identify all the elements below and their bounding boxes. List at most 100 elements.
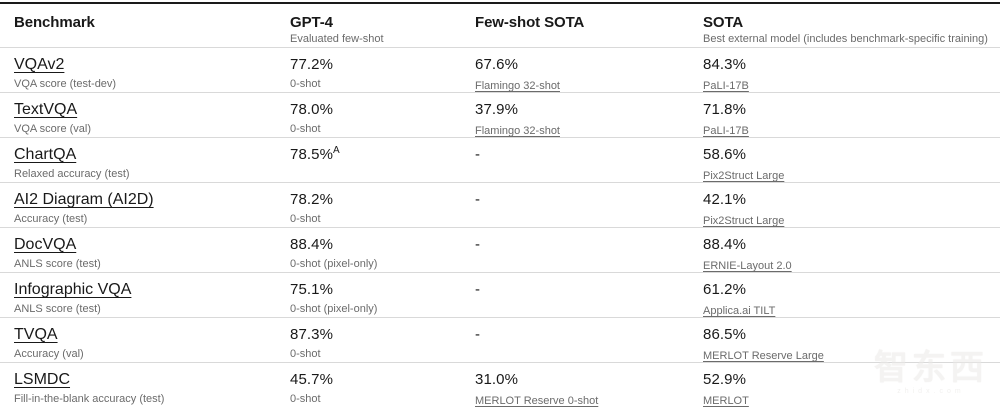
fewshot-sota-model-link[interactable]: Flamingo 32-shot [475, 80, 560, 92]
fewshot-sota-value: 67.6% [475, 56, 519, 73]
sota-cell: 52.9% MERLOT [703, 370, 1000, 407]
gpt4-value: 88.4% [290, 235, 475, 254]
sota-model-link[interactable]: PaLI-17B [703, 125, 749, 137]
gpt4-cell: 78.5%A [290, 145, 475, 166]
benchmark-metric: ANLS score (test) [14, 258, 101, 270]
benchmark-link[interactable]: TVQA [14, 326, 58, 343]
gpt4-note: 0-shot [290, 213, 321, 225]
gpt4-value: 75.1% [290, 280, 475, 299]
gpt4-note: 0-shot [290, 348, 321, 360]
fewshot-sota-cell: - [475, 325, 703, 346]
benchmark-link[interactable]: TextVQA [14, 101, 78, 118]
sota-model-link[interactable]: MERLOT Reserve Large [703, 350, 824, 362]
column-header-gpt4: GPT-4 Evaluated few-shot [290, 13, 475, 47]
sota-cell: 84.3% PaLI-17B [703, 55, 1000, 94]
gpt4-value-text: 88.4% [290, 236, 334, 253]
benchmark-link[interactable]: AI2 Diagram (AI2D) [14, 191, 154, 208]
benchmark-metric: VQA score (test-dev) [14, 78, 117, 90]
benchmark-link[interactable]: VQAv2 [14, 56, 65, 73]
gpt4-cell: 45.7% 0-shot [290, 370, 475, 407]
table-row: Infographic VQA ANLS score (test) 75.1% … [0, 273, 1000, 318]
sota-value: 52.9% [703, 371, 747, 388]
gpt4-value: 78.2% [290, 190, 475, 209]
gpt4-note: 0-shot (pixel-only) [290, 258, 378, 270]
sota-value: 84.3% [703, 56, 747, 73]
sota-model-link[interactable]: MERLOT [703, 395, 749, 407]
fewshot-sota-cell: - [475, 235, 703, 256]
benchmark-cell: Infographic VQA ANLS score (test) [14, 280, 290, 317]
sota-model-link[interactable]: Applica.ai TILT [703, 305, 776, 317]
fewshot-sota-model-link[interactable]: MERLOT Reserve 0-shot [475, 395, 599, 407]
benchmark-metric: Fill-in-the-blank accuracy (test) [14, 393, 165, 405]
fewshot-sota-value: 37.9% [475, 101, 519, 118]
table-row: LSMDC Fill-in-the-blank accuracy (test) … [0, 363, 1000, 407]
benchmark-cell: TextVQA VQA score (val) [14, 100, 290, 137]
gpt4-value-text: 78.0% [290, 101, 334, 118]
table-row: TextVQA VQA score (val) 78.0% 0-shot 37.… [0, 93, 1000, 138]
sota-value: 42.1% [703, 191, 747, 208]
gpt4-cell: 77.2% 0-shot [290, 55, 475, 92]
gpt4-value: 77.2% [290, 55, 475, 74]
gpt4-note: 0-shot (pixel-only) [290, 303, 378, 315]
fewshot-sota-cell: 31.0% MERLOT Reserve 0-shot [475, 370, 703, 407]
column-header-sota: SOTA Best external model (includes bench… [703, 13, 1000, 47]
sota-value: 86.5% [703, 326, 747, 343]
gpt4-value-superscript: A [333, 145, 340, 156]
gpt4-value-text: 87.3% [290, 326, 334, 343]
sota-model-link[interactable]: Pix2Struct Large [703, 170, 785, 182]
benchmark-metric: Accuracy (test) [14, 213, 88, 225]
fewshot-sota-value: - [475, 236, 481, 253]
gpt4-value: 78.0% [290, 100, 475, 119]
fewshot-sota-value: 31.0% [475, 371, 519, 388]
gpt4-cell: 78.0% 0-shot [290, 100, 475, 137]
table-header-row: Benchmark GPT-4 Evaluated few-shot Few-s… [0, 4, 1000, 48]
sota-model-link[interactable]: Pix2Struct Large [703, 215, 785, 227]
benchmark-cell: TVQA Accuracy (val) [14, 325, 290, 362]
gpt4-cell: 78.2% 0-shot [290, 190, 475, 227]
gpt4-note: 0-shot [290, 393, 321, 405]
fewshot-sota-cell: 37.9% Flamingo 32-shot [475, 100, 703, 139]
sota-value: 88.4% [703, 236, 747, 253]
benchmark-link[interactable]: ChartQA [14, 146, 77, 163]
fewshot-sota-cell: 67.6% Flamingo 32-shot [475, 55, 703, 94]
benchmark-metric: Relaxed accuracy (test) [14, 168, 130, 180]
table-row: ChartQA Relaxed accuracy (test) 78.5%A -… [0, 138, 1000, 183]
benchmark-cell: LSMDC Fill-in-the-blank accuracy (test) [14, 370, 290, 407]
sota-cell: 71.8% PaLI-17B [703, 100, 1000, 139]
benchmark-link[interactable]: LSMDC [14, 371, 71, 388]
gpt4-cell: 88.4% 0-shot (pixel-only) [290, 235, 475, 272]
fewshot-sota-cell: - [475, 280, 703, 301]
gpt4-value-text: 78.5% [290, 146, 334, 163]
table-row: AI2 Diagram (AI2D) Accuracy (test) 78.2%… [0, 183, 1000, 228]
fewshot-sota-value: - [475, 146, 481, 163]
benchmark-link[interactable]: DocVQA [14, 236, 77, 253]
gpt4-value-text: 75.1% [290, 281, 334, 298]
column-header-fewshot-sota: Few-shot SOTA [475, 13, 703, 32]
gpt4-cell: 75.1% 0-shot (pixel-only) [290, 280, 475, 317]
benchmark-cell: VQAv2 VQA score (test-dev) [14, 55, 290, 92]
sota-cell: 88.4% ERNIE-Layout 2.0 [703, 235, 1000, 274]
fewshot-sota-model-link[interactable]: Flamingo 32-shot [475, 125, 560, 137]
gpt4-value: 87.3% [290, 325, 475, 344]
fewshot-sota-value: - [475, 191, 481, 208]
sota-value: 61.2% [703, 281, 747, 298]
gpt4-note: 0-shot [290, 123, 321, 135]
gpt4-value-text: 77.2% [290, 56, 334, 73]
benchmark-link[interactable]: Infographic VQA [14, 281, 132, 298]
sota-model-link[interactable]: PaLI-17B [703, 80, 749, 92]
benchmark-metric: ANLS score (test) [14, 303, 101, 315]
column-header-label: Benchmark [14, 14, 95, 31]
sota-value: 58.6% [703, 146, 747, 163]
gpt4-cell: 87.3% 0-shot [290, 325, 475, 362]
gpt4-value: 45.7% [290, 370, 475, 389]
fewshot-sota-value: - [475, 326, 481, 343]
gpt4-value: 78.5%A [290, 145, 475, 164]
sota-model-link[interactable]: ERNIE-Layout 2.0 [703, 260, 792, 272]
sota-cell: 58.6% Pix2Struct Large [703, 145, 1000, 184]
gpt4-value-text: 78.2% [290, 191, 334, 208]
column-header-benchmark: Benchmark [14, 13, 290, 32]
fewshot-sota-value: - [475, 281, 481, 298]
column-header-sublabel: Evaluated few-shot [290, 33, 384, 45]
